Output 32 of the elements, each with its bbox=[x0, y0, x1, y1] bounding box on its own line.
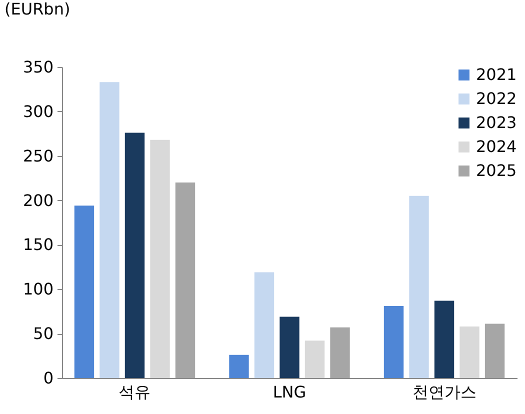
y-tick-label: 150 bbox=[22, 235, 54, 254]
y-tick-label: 200 bbox=[22, 190, 54, 210]
bar bbox=[484, 324, 505, 378]
y-tick-label: 0 bbox=[43, 368, 54, 388]
bar bbox=[124, 132, 145, 378]
legend-label: 2023 bbox=[476, 113, 517, 132]
bar bbox=[175, 182, 196, 378]
legend-label: 2024 bbox=[476, 137, 517, 156]
bar bbox=[460, 326, 480, 378]
bar bbox=[100, 82, 120, 378]
legend-label: 2021 bbox=[476, 65, 517, 84]
y-tick-label: 50 bbox=[33, 324, 54, 344]
bar bbox=[330, 327, 350, 378]
x-tick-label: 천연가스 bbox=[412, 382, 476, 402]
bar bbox=[229, 354, 249, 378]
x-tick-label: 석유 bbox=[118, 382, 151, 402]
y-tick-label: 350 bbox=[22, 58, 54, 76]
legend-label: 2022 bbox=[476, 89, 517, 108]
y-axis-title: (EURbn) bbox=[4, 0, 70, 18]
bar bbox=[409, 196, 429, 378]
bar bbox=[434, 300, 454, 378]
bar bbox=[150, 140, 170, 378]
y-tick-label: 300 bbox=[22, 102, 54, 121]
y-tick-label: 250 bbox=[22, 146, 54, 166]
bar bbox=[304, 340, 325, 378]
bar bbox=[254, 272, 274, 378]
bar bbox=[74, 206, 94, 378]
x-tick-label: LNG bbox=[272, 382, 306, 402]
bar bbox=[384, 306, 404, 378]
bar bbox=[280, 316, 300, 378]
y-tick-label: 100 bbox=[22, 280, 54, 299]
legend-label: 2025 bbox=[476, 161, 517, 180]
